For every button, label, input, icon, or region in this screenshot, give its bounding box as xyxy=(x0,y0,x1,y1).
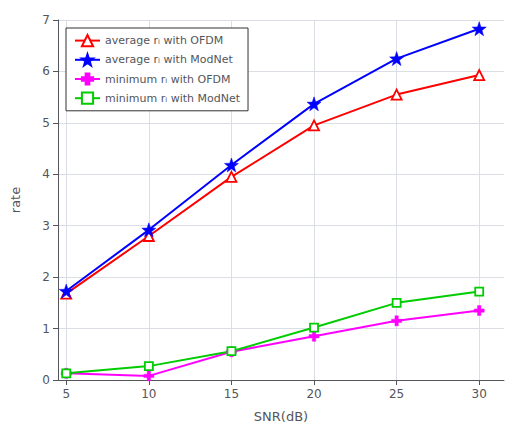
svg-text:average rᵢ with ModNet: average rᵢ with ModNet xyxy=(105,53,234,66)
svg-text:6: 6 xyxy=(42,64,50,78)
svg-text:5: 5 xyxy=(62,387,70,401)
svg-text:2: 2 xyxy=(42,270,50,284)
svg-text:rate: rate xyxy=(8,187,23,213)
svg-text:7: 7 xyxy=(42,13,50,27)
svg-text:1: 1 xyxy=(42,322,50,336)
svg-text:15: 15 xyxy=(224,387,239,401)
svg-text:0: 0 xyxy=(42,373,50,387)
svg-text:minimum rᵢ with OFDM: minimum rᵢ with OFDM xyxy=(105,73,230,86)
svg-text:30: 30 xyxy=(472,387,487,401)
svg-text:average rᵢ with OFDM: average rᵢ with OFDM xyxy=(105,34,223,47)
svg-text:3: 3 xyxy=(42,219,50,233)
svg-text:20: 20 xyxy=(306,387,321,401)
svg-text:10: 10 xyxy=(141,387,156,401)
svg-text:25: 25 xyxy=(389,387,404,401)
svg-text:5: 5 xyxy=(42,116,50,130)
svg-text:4: 4 xyxy=(42,167,50,181)
svg-text:minimum rᵢ with ModNet: minimum rᵢ with ModNet xyxy=(105,92,241,105)
svg-text:SNR(dB): SNR(dB) xyxy=(254,409,308,424)
